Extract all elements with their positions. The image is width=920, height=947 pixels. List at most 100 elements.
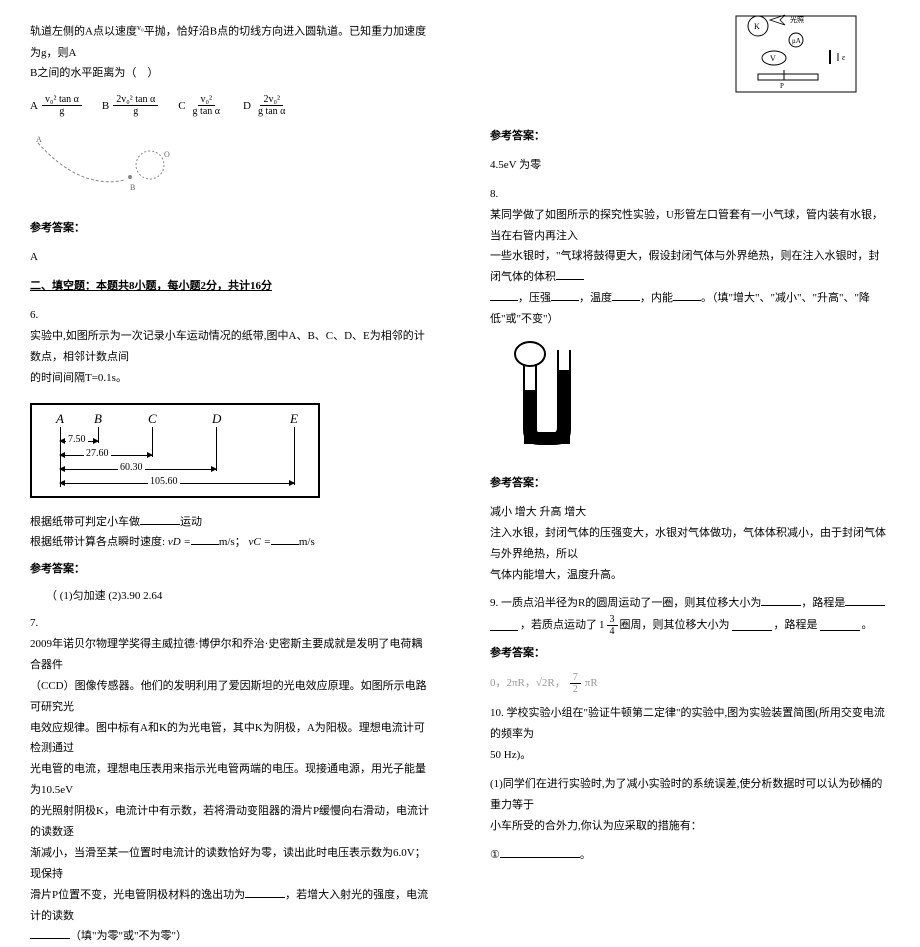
tape-A: A [56, 411, 64, 427]
q6-l4c: m/s [299, 536, 315, 548]
section-2-title: 二、填空题：本题共8小题，每小题2分，共计16分 [30, 276, 430, 297]
q6-l3: 根据纸带可判定小车做 运动 [30, 512, 430, 533]
svg-text:A: A [36, 135, 42, 144]
ans9-label: 参考答案： [490, 643, 890, 664]
option-B: B 2v₀² tan α g [102, 94, 158, 117]
v0-sup: v₀ [137, 23, 144, 32]
ans7: 4.5eV 为零 [490, 155, 890, 176]
q6-l3a: 根据纸带可判定小车做 [30, 516, 140, 528]
ans7-label: 参考答案： [490, 126, 890, 147]
opt-D-num: 2v₀² [260, 94, 282, 106]
q7-l7a: 滑片P位置不变，光电管阴极材料的逸出功为 [30, 889, 245, 901]
trajectory-diagram: A B O [30, 135, 190, 195]
q6-l4a: 根据纸带计算各点瞬时速度: [30, 536, 165, 548]
q6-num: 6. [30, 305, 430, 326]
option-C: C v₀² g tan α [178, 94, 223, 117]
blank-e [673, 290, 701, 301]
ans9-frac: 7 2 [570, 672, 581, 695]
ans8-l3: 气体内能增大，温度升高。 [490, 565, 890, 586]
options-row: A v₀² tan α g B 2v₀² tan α g C v₀² g tan… [30, 94, 430, 117]
q7-l8: （填"为零"或"不为零"） [30, 926, 430, 947]
ans6-label: 参考答案： [30, 559, 430, 580]
q8-l3c: ，内能 [640, 292, 673, 304]
blank-v2 [490, 290, 518, 301]
svg-text:O: O [164, 150, 170, 159]
q6-l3b: 运动 [180, 516, 202, 528]
opt-B-num: 2v₀² tan α [113, 94, 158, 106]
q9-whole: 1 [599, 615, 605, 636]
blank-vol [556, 269, 584, 280]
q9-l1: 9. 一质点沿半径为R的圆周运动了一圈，则其位移大小为，路程是 [490, 593, 890, 614]
q9-l2b: 圈周，则其位移大小为 [620, 615, 730, 636]
opt-A-num: v₀² tan α [42, 94, 82, 106]
ans9-tail: πR [585, 673, 598, 694]
q7-l3: 电效应规律。图中标有A和K的为光电管，其中K为阴极，A为阳极。理想电流计可检测通… [30, 718, 430, 760]
tape-d1: 7.50 [66, 434, 88, 445]
opt-A-frac: v₀² tan α g [42, 94, 82, 117]
q10-l5a: ① [490, 849, 500, 861]
q10-l5: ①。 [490, 845, 890, 866]
option-A: A v₀² tan α g [30, 94, 82, 117]
q9-frac-num: 3 [607, 614, 618, 626]
q8-l3: ，压强，温度，内能。（填"增大"、"减小"、"升高"、"降低"或"不变"） [490, 288, 890, 330]
q6-l4: 根据纸带计算各点瞬时速度: vD =m/s； vC =m/s [30, 532, 430, 553]
option-D: D 2v₀² g tan α [243, 94, 288, 117]
ans6: （ (1)匀加速 (2)3.90 2.64 [46, 586, 430, 607]
left-column: 轨道左侧的A点以速度v₀平抛，恰好沿B点的切线方向进入圆轨道。已知重力加速度为g… [0, 0, 460, 651]
tape-C: C [148, 411, 157, 427]
blank-pre [490, 620, 518, 631]
q8-num: 8. [490, 184, 890, 205]
svg-text:μA: μA [792, 37, 801, 45]
blank-p [551, 290, 579, 301]
blank-disp2 [732, 620, 772, 631]
q7-l5: 的光照射阴极K，电流计中有示数，若将滑动变阻器的滑片P缓慢向右滑动，电流计的读数… [30, 801, 430, 843]
q6-l2: 的时间间隔T=0.1s。 [30, 368, 430, 389]
q9-l2c: ，路程是 [774, 615, 818, 636]
blank-vd [191, 534, 219, 545]
ans8-l1: 减小 增大 升高 增大 [490, 502, 890, 523]
q10-l3: (1)同学们在进行实验时,为了减小实验时的系统误差,使分析数据时可以认为砂桶的重… [490, 774, 890, 816]
opt-B-label: B [102, 100, 109, 112]
tape-diagram: A B C D E 7.50 27.60 60.30 105.60 [30, 403, 320, 498]
svg-text:B: B [130, 183, 135, 192]
q-intro-l2: B之间的水平距离为（ ） [30, 63, 430, 84]
q10-l5b: 。 [580, 849, 591, 861]
q7-l1: 2009年诺贝尔物理学奖得主威拉德·博伊尔和乔治·史密斯主要成就是发明了电荷耦合… [30, 634, 430, 676]
q7-num: 7. [30, 613, 430, 634]
q10-l1: 10. 学校实验小组在"验证牛顿第二定律"的实验中,图为实验装置简图(所用交变电… [490, 703, 890, 745]
ans9-frac-den: 2 [570, 684, 581, 695]
q10-l2: 50 Hz)。 [490, 745, 890, 766]
q8-l3a: ，压强 [518, 292, 551, 304]
tape-B: B [94, 411, 102, 427]
q6-vc: vC = [248, 536, 270, 548]
opt-D-frac: 2v₀² g tan α [255, 94, 288, 117]
opt-D-den: g tan α [255, 106, 288, 117]
q6-l4b: m/s； [219, 536, 246, 548]
q10-l4: 小车所受的合外力,你认为应采取的措施有： [490, 816, 890, 837]
opt-A-label: A [30, 100, 38, 112]
opt-B-den: g [130, 106, 141, 117]
q-intro-part1: 轨道左侧的A点以速度 [30, 26, 137, 38]
q8-l2a: 一些水银时，"气球将鼓得更大，假设封闭气体与外界绝热，则在注入水银时，封闭气体的… [490, 250, 880, 283]
blank-t [612, 290, 640, 301]
tape-d3: 60.30 [118, 462, 145, 473]
ans-label-A: 参考答案： [30, 218, 430, 239]
q-intro: 轨道左侧的A点以速度v₀平抛，恰好沿B点的切线方向进入圆轨道。已知重力加速度为g… [30, 20, 430, 63]
q7-l8-txt: （填"为零"或"不为零"） [70, 930, 187, 942]
svg-text:V: V [770, 54, 776, 63]
q9-l1a: 9. 一质点沿半径为R的圆周运动了一圈，则其位移大小为 [490, 597, 761, 609]
opt-C-label: C [178, 100, 185, 112]
circuit-diagram: K 光照 μA V P ε [730, 10, 870, 100]
ans-A: A [30, 247, 430, 268]
q8-l2: 一些水银时，"气球将鼓得更大，假设封闭气体与外界绝热，则在注入水银时，封闭气体的… [490, 246, 890, 288]
tape-d4: 105.60 [148, 476, 180, 487]
svg-text:K: K [754, 22, 760, 31]
blank-motion [140, 514, 180, 525]
opt-C-den: g tan α [190, 106, 223, 117]
ans9: 0，2πR，√2R， 7 2 πR [490, 672, 890, 695]
opt-C-num: v₀² [198, 94, 215, 106]
tape-E: E [290, 411, 298, 427]
right-column: K 光照 μA V P ε 参考答案： 4.5eV 为零 8. 某同学做了如图所… [460, 0, 920, 651]
svg-text:光照: 光照 [790, 15, 804, 24]
q7-l2: （CCD）图像传感器。他们的发明利用了爱因斯坦的光电效应原理。如图所示电路可研究… [30, 676, 430, 718]
